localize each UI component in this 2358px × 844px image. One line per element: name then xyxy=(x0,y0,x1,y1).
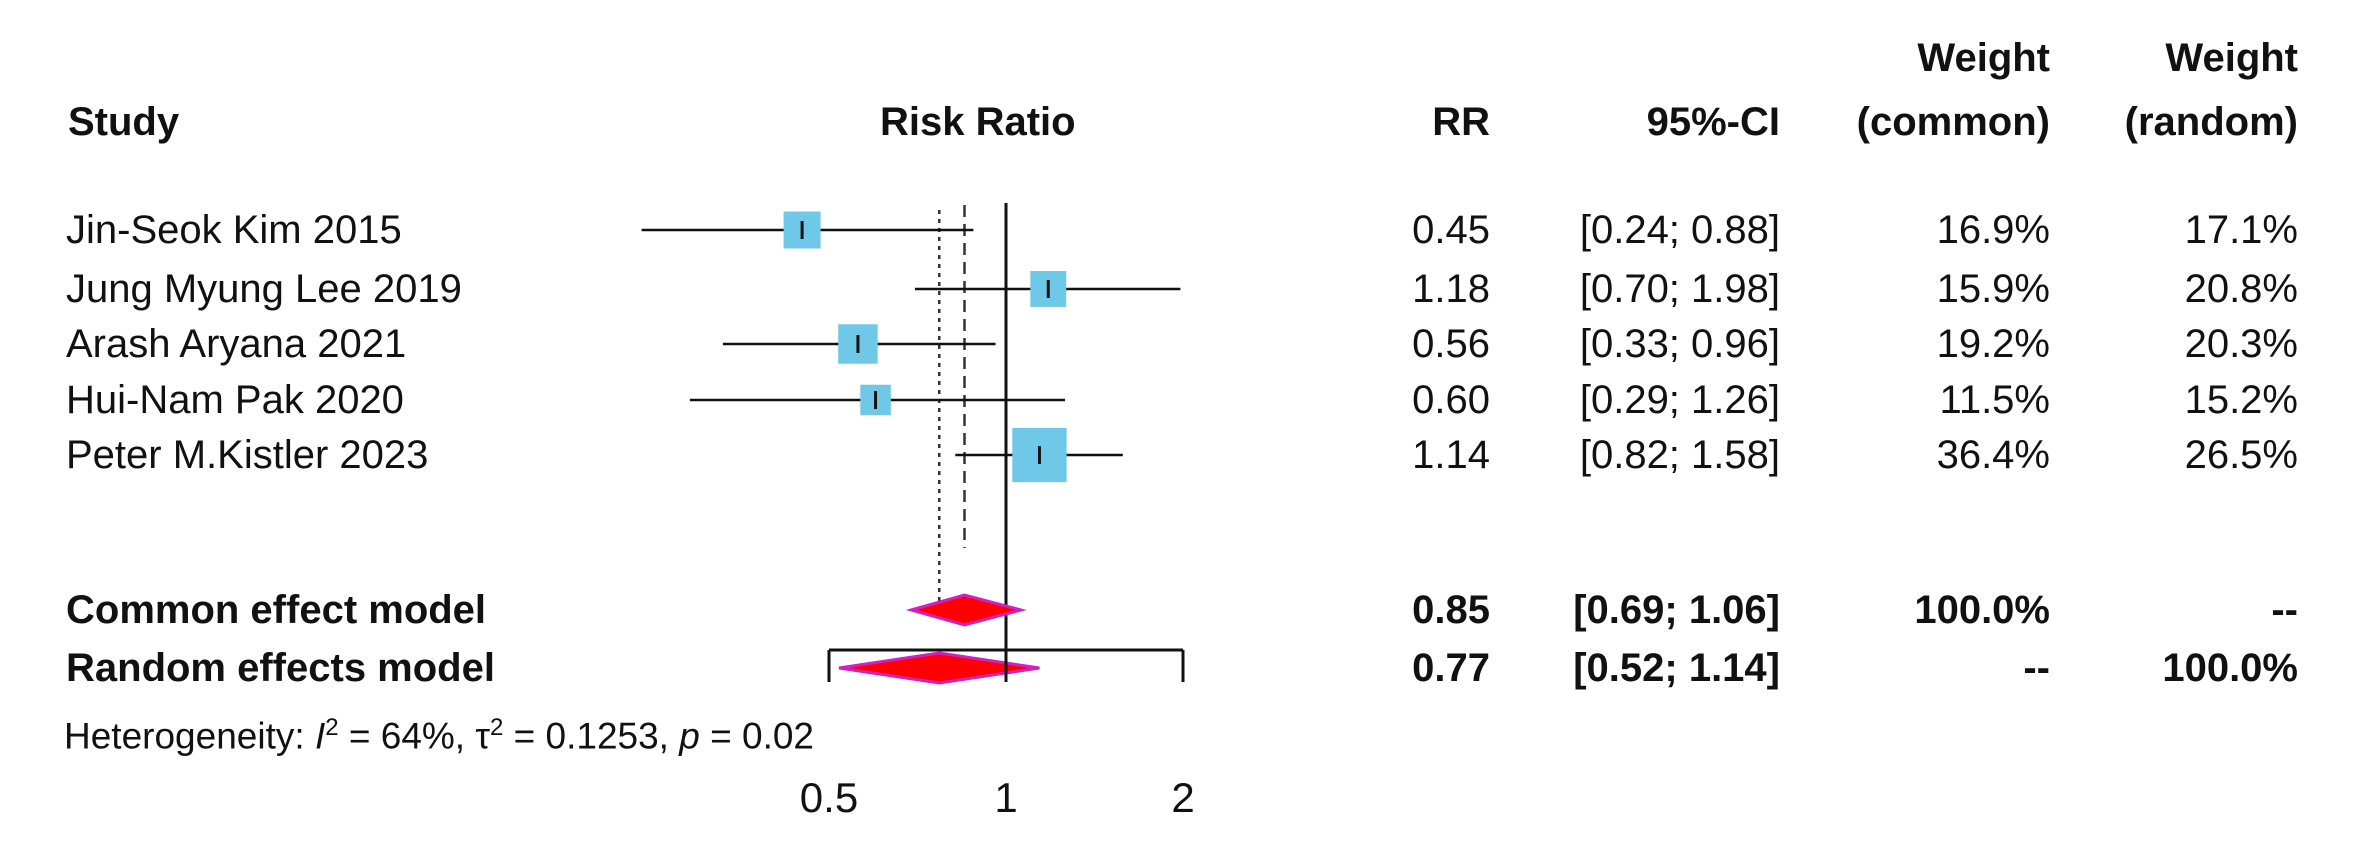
heterogeneity-text: Heterogeneity: I2 = 64%, τ2 = 0.1253, p … xyxy=(64,714,815,757)
x-tick-label: 0.5 xyxy=(800,774,858,821)
header-risk-ratio: Risk Ratio xyxy=(880,100,1076,144)
header-weight-common-2: (common) xyxy=(1856,100,2050,144)
header-ci: 95%-CI xyxy=(1646,100,1780,144)
pooled-weight-random: 100.0% xyxy=(2162,646,2298,690)
het-i2-value: = 64%, xyxy=(338,715,476,757)
pooled-ci: [0.52; 1.14] xyxy=(1573,646,1780,690)
het-prefix: Heterogeneity: xyxy=(64,715,315,757)
het-p-value: = 0.02 xyxy=(699,715,815,757)
header-rr: RR xyxy=(1432,100,1490,144)
het-i2-label: I xyxy=(314,715,326,757)
het-p-label: p xyxy=(679,715,700,757)
het-tau-value: = 0.1253, xyxy=(503,715,680,757)
study-weight-random: 17.1% xyxy=(2184,208,2298,252)
study-weight-common: 19.2% xyxy=(1936,322,2050,366)
study-name: Peter M.Kistler 2023 xyxy=(66,433,429,477)
study-rr: 0.45 xyxy=(1412,208,1490,252)
study-weight-common: 36.4% xyxy=(1936,433,2050,477)
pooled-name: Random effects model xyxy=(66,646,495,690)
study-rr: 0.56 xyxy=(1412,322,1490,366)
pooled-weight-random: -- xyxy=(2271,588,2298,632)
study-name: Arash Aryana 2021 xyxy=(66,322,407,366)
study-ci: [0.24; 0.88] xyxy=(1579,208,1780,252)
study-weight-random: 26.5% xyxy=(2184,433,2298,477)
study-weight-random: 15.2% xyxy=(2184,378,2298,422)
study-weight-common: 11.5% xyxy=(1939,378,2050,422)
study-name: Jin-Seok Kim 2015 xyxy=(66,208,402,252)
study-weight-common: 15.9% xyxy=(1936,267,2050,311)
pooled-rr: 0.85 xyxy=(1412,588,1490,632)
x-tick-label: 1 xyxy=(994,774,1017,821)
study-rr: 0.60 xyxy=(1412,378,1490,422)
header-study: Study xyxy=(68,100,180,144)
pooled-ci: [0.69; 1.06] xyxy=(1573,588,1780,632)
study-name: Hui-Nam Pak 2020 xyxy=(66,378,404,422)
study-rr: 1.18 xyxy=(1412,267,1490,311)
pooled-rr: 0.77 xyxy=(1412,646,1490,690)
study-ci: [0.29; 1.26] xyxy=(1579,378,1780,422)
pooled-weight-common: -- xyxy=(2023,646,2050,690)
study-ci: [0.33; 0.96] xyxy=(1579,322,1780,366)
study-weight-random: 20.8% xyxy=(2184,267,2298,311)
study-name: Jung Myung Lee 2019 xyxy=(66,267,462,311)
study-ci: [0.82; 1.58] xyxy=(1579,433,1780,477)
study-ci: [0.70; 1.98] xyxy=(1579,267,1780,311)
header-weight-common-1: Weight xyxy=(1917,36,2050,80)
study-weight-random: 20.3% xyxy=(2184,322,2298,366)
x-tick-label: 2 xyxy=(1171,774,1194,821)
het-tau-label: τ xyxy=(475,715,490,757)
pooled-name: Common effect model xyxy=(66,588,487,632)
study-weight-common: 16.9% xyxy=(1936,208,2050,252)
header-weight-random-2: (random) xyxy=(2124,100,2298,144)
pooled-diamond xyxy=(838,651,1040,685)
pooled-diamond xyxy=(905,593,1027,627)
header-weight-random-1: Weight xyxy=(2165,36,2298,80)
pooled-weight-common: 100.0% xyxy=(1914,588,2050,632)
study-rr: 1.14 xyxy=(1412,433,1490,477)
